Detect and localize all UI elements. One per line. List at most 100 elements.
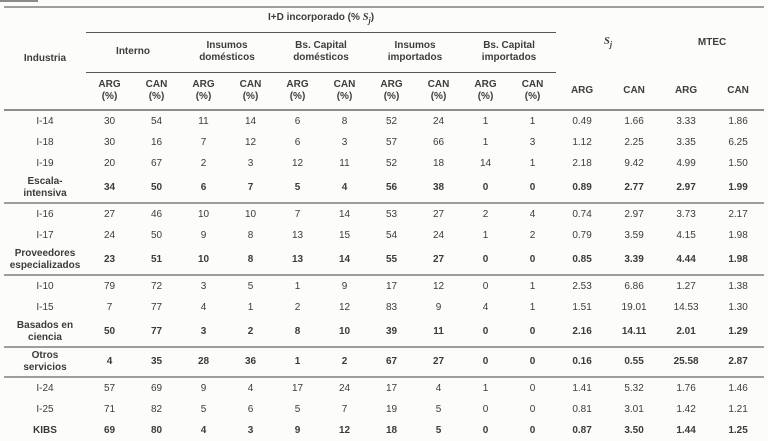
table-cell: 1.66: [624, 115, 644, 127]
table-row: Proveedores especializados 23 51 10 8 13 14 55 2…: [4, 246, 764, 275]
table-cell: 1.27: [660, 274, 713, 297]
table-cell: 4.15: [676, 229, 696, 241]
table-cell: 19: [385, 403, 398, 415]
table-cell: 1: [529, 115, 536, 127]
row-label: Escala- intensiva: [23, 176, 67, 199]
table-cell: 18: [432, 157, 445, 169]
subheader-cell: ARG (%): [462, 72, 509, 111]
table-cell: 1: [274, 346, 321, 377]
table-cell: 0: [529, 326, 536, 337]
table-cell: 1: [482, 136, 489, 148]
table-cell: 2: [200, 157, 207, 169]
table-cell: 0: [509, 376, 557, 399]
table-cell: 11: [339, 157, 350, 169]
table-cell: 80: [150, 424, 163, 436]
row-label: I-24: [4, 376, 86, 399]
table-cell: 4: [200, 424, 207, 436]
table-cell: 4: [341, 182, 348, 193]
table-cell: 10: [180, 202, 227, 225]
subheader-cell: ARG (%): [274, 72, 321, 111]
row-label: I-18: [36, 136, 54, 148]
table-cell: 0.79: [572, 229, 592, 241]
table-cell: 8: [341, 115, 348, 127]
table-cell: 2.97: [608, 202, 661, 225]
table-cell: 2.53: [556, 274, 609, 297]
table-cell: 66: [432, 136, 445, 148]
table-cell: 10: [227, 202, 274, 225]
row-label: I-19: [36, 157, 54, 169]
table-cell: 1.30: [728, 301, 748, 313]
table-cell: 20: [103, 157, 116, 169]
table-cell: 14: [338, 254, 351, 265]
table-cell: 3: [180, 274, 227, 297]
table-cell: 6: [294, 115, 301, 127]
span-title-suffix: ): [370, 12, 375, 24]
table-cell: 30: [103, 115, 116, 127]
table-cell: 12: [244, 136, 257, 148]
row-label: I-10: [4, 274, 86, 297]
table-cell: 7: [247, 182, 254, 193]
table-cell: 2.77: [624, 182, 644, 193]
table-cell: 24: [321, 376, 368, 399]
table-row: Escala- intensiva 34 50 6 7 5 4 56 38 0 0 0.89 2.77 2…: [4, 174, 764, 203]
table-cell: 2: [529, 229, 536, 241]
table-row: I-15 7 77 4 1 2 12 83 9 4 1 1.51 19.01 14.53 1.30: [4, 297, 764, 318]
table-cell: 25.58: [660, 346, 713, 377]
table-cell: 9: [294, 424, 301, 436]
table-cell: 82: [150, 403, 163, 415]
table-cell: 0: [509, 346, 557, 377]
table-row: I-19 20 67 2 3 12 11 52 18 14 1 2.18 9.42 4.99 1.50: [4, 153, 764, 174]
row-label: I-17: [36, 229, 54, 241]
table-cell: 3: [200, 326, 207, 337]
table-row: I-25 71 82 5 6 5 7 19 5 0 0 0.81 3.01 1.42 1.21: [4, 399, 764, 420]
table-cell: 19.01: [621, 301, 647, 313]
table-cell: 2.25: [624, 136, 644, 148]
table-cell: 1.51: [572, 301, 592, 313]
header-row-title: Industria I+D incorporado (% Sj) Sj MTEC: [4, 7, 764, 111]
table-cell: 1: [274, 274, 321, 297]
row-label: I-25: [36, 403, 54, 415]
subheader-cell: CAN: [712, 72, 765, 111]
table-cell: 4: [200, 301, 207, 313]
table-cell: 8: [247, 254, 254, 265]
table-cell: 6: [294, 136, 301, 148]
subheader-cell: CAN (%): [227, 72, 274, 111]
table-cell: 13: [291, 254, 304, 265]
table-cell: 17: [368, 376, 415, 399]
row-label: I-15: [36, 301, 54, 313]
table-cell: 0: [482, 403, 489, 415]
table-cell: 4: [509, 202, 557, 225]
span-title-prefix: I+D incorporado (%: [267, 12, 363, 24]
table-cell: 0.16: [556, 346, 609, 377]
table-cell: 10: [338, 326, 351, 337]
table-cell: 2: [294, 301, 301, 313]
table-header: Industria I+D incorporado (% Sj) Sj MTEC…: [4, 7, 765, 111]
table-cell: 77: [150, 326, 163, 337]
table-cell: 53: [368, 202, 415, 225]
table-cell: 3.59: [624, 229, 644, 241]
table-cell: 0: [529, 403, 536, 415]
table-cell: 50: [103, 326, 116, 337]
table-cell: 1.46: [712, 376, 765, 399]
row-label: Proveedores especializados: [9, 248, 81, 271]
table-cell: 1.21: [728, 403, 748, 415]
table-cell: 24: [432, 115, 445, 127]
table-cell: 1: [482, 115, 489, 127]
table-cell: 5: [435, 403, 442, 415]
table-cell: 35: [133, 346, 180, 377]
table-cell: 9: [321, 274, 368, 297]
industria-column-header: Industria: [4, 7, 86, 111]
table-cell: 0.85: [572, 254, 592, 265]
table-cell: 24: [103, 229, 116, 241]
table-cell: 0: [482, 182, 489, 193]
table-cell: 5: [435, 424, 442, 436]
table-cell: 51: [150, 254, 163, 265]
table-cell: 7: [341, 403, 348, 415]
row-label: Otros servicios: [4, 346, 86, 377]
row-label: I-14: [36, 115, 54, 127]
table-cell: 2: [462, 202, 509, 225]
table-cell: 2.17: [712, 202, 765, 225]
group-header-bs-capital-importados: Bs. Capital importados: [462, 32, 557, 73]
subheader-cell: ARG (%): [180, 72, 227, 111]
table-cell: 0: [482, 326, 489, 337]
